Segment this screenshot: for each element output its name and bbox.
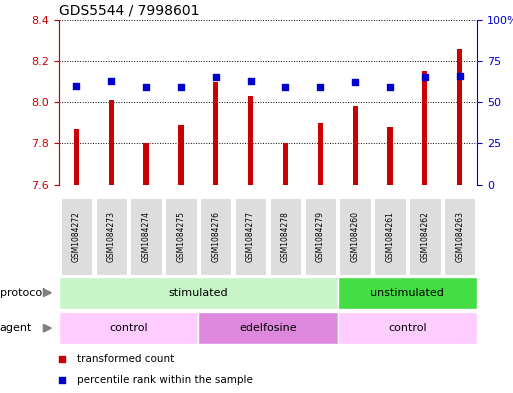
- Text: agent: agent: [0, 323, 32, 333]
- FancyBboxPatch shape: [338, 277, 477, 309]
- Bar: [352, 106, 358, 185]
- Text: control: control: [109, 323, 148, 333]
- Bar: [422, 71, 427, 185]
- Point: [72, 83, 81, 89]
- Point: [316, 84, 324, 90]
- Text: GSM1084274: GSM1084274: [142, 211, 151, 262]
- FancyBboxPatch shape: [95, 198, 127, 275]
- Bar: [144, 143, 149, 185]
- Text: GSM1084278: GSM1084278: [281, 211, 290, 262]
- Text: GSM1084260: GSM1084260: [351, 211, 360, 262]
- FancyBboxPatch shape: [409, 198, 441, 275]
- Text: GSM1084261: GSM1084261: [385, 211, 394, 262]
- Point: [142, 84, 150, 90]
- Bar: [387, 127, 392, 185]
- FancyBboxPatch shape: [199, 312, 338, 344]
- Bar: [318, 123, 323, 185]
- Text: edelfosine: edelfosine: [239, 323, 297, 333]
- Point: [386, 84, 394, 90]
- Text: stimulated: stimulated: [169, 288, 228, 298]
- Text: GSM1084273: GSM1084273: [107, 211, 116, 262]
- Point: [57, 356, 66, 362]
- Bar: [213, 82, 219, 185]
- FancyBboxPatch shape: [130, 198, 162, 275]
- Bar: [74, 129, 79, 185]
- Text: GSM1084277: GSM1084277: [246, 211, 255, 262]
- Point: [247, 77, 255, 84]
- Text: percentile rank within the sample: percentile rank within the sample: [77, 375, 253, 385]
- FancyBboxPatch shape: [338, 312, 477, 344]
- Text: GDS5544 / 7998601: GDS5544 / 7998601: [59, 3, 200, 17]
- FancyBboxPatch shape: [374, 198, 406, 275]
- FancyBboxPatch shape: [59, 277, 338, 309]
- Text: protocol: protocol: [0, 288, 45, 298]
- Text: GSM1084279: GSM1084279: [316, 211, 325, 262]
- Point: [421, 74, 429, 81]
- FancyBboxPatch shape: [200, 198, 231, 275]
- FancyBboxPatch shape: [305, 198, 336, 275]
- Text: GSM1084263: GSM1084263: [455, 211, 464, 262]
- FancyBboxPatch shape: [165, 198, 196, 275]
- Point: [281, 84, 289, 90]
- Point: [212, 74, 220, 81]
- Bar: [248, 96, 253, 185]
- Text: GSM1084272: GSM1084272: [72, 211, 81, 262]
- FancyBboxPatch shape: [61, 198, 92, 275]
- Text: control: control: [388, 323, 427, 333]
- FancyBboxPatch shape: [340, 198, 371, 275]
- Text: unstimulated: unstimulated: [370, 288, 444, 298]
- Text: GSM1084262: GSM1084262: [420, 211, 429, 262]
- FancyBboxPatch shape: [444, 198, 476, 275]
- Text: GSM1084275: GSM1084275: [176, 211, 185, 262]
- FancyBboxPatch shape: [59, 312, 199, 344]
- FancyBboxPatch shape: [235, 198, 266, 275]
- Bar: [457, 49, 462, 185]
- FancyBboxPatch shape: [270, 198, 301, 275]
- Point: [107, 77, 115, 84]
- Text: GSM1084276: GSM1084276: [211, 211, 220, 262]
- Bar: [179, 125, 184, 185]
- Bar: [109, 100, 114, 185]
- Point: [177, 84, 185, 90]
- Point: [351, 79, 359, 86]
- Point: [456, 73, 464, 79]
- Text: transformed count: transformed count: [77, 354, 174, 364]
- Bar: [283, 143, 288, 185]
- Point: [57, 376, 66, 383]
